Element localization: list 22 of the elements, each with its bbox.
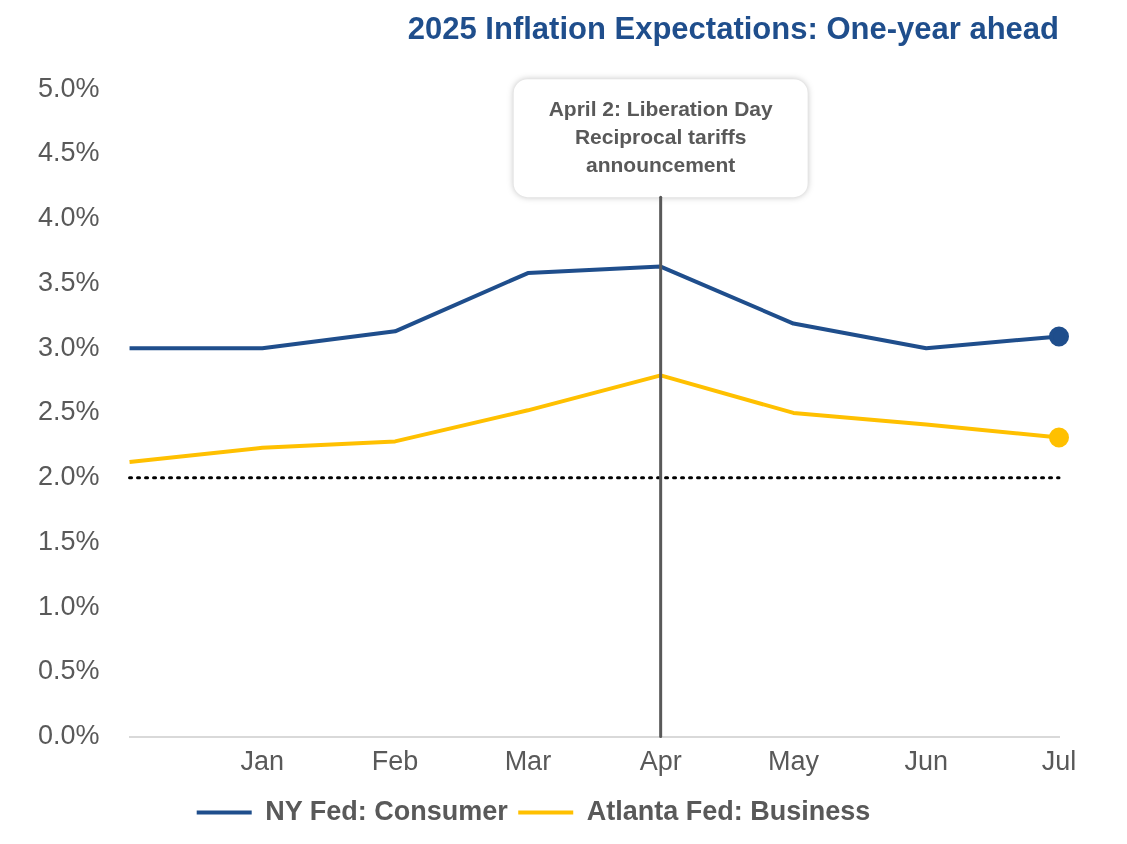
legend-label: Atlanta Fed: Business — [586, 795, 871, 826]
legend-label: NY Fed: Consumer — [265, 795, 509, 826]
x-tick-label: Jan — [240, 746, 285, 777]
x-tick-label: Feb — [371, 746, 419, 777]
y-tick-label: 4.5% — [37, 137, 100, 168]
y-tick-label: 0.5% — [37, 655, 100, 686]
x-tick-label: Jun — [904, 746, 948, 777]
y-tick-label: 3.5% — [37, 266, 100, 297]
x-tick-label: May — [767, 746, 820, 777]
y-tick-label: 5.0% — [37, 72, 100, 103]
y-tick-label: 2.0% — [37, 461, 100, 492]
x-tick-label: Jul — [1041, 746, 1077, 777]
y-tick-label: 3.0% — [37, 331, 100, 362]
y-tick-label: 4.0% — [37, 202, 100, 233]
chart-title: 2025 Inflation Expectations: One-year ahead — [407, 11, 1059, 47]
x-tick-label: Apr — [639, 746, 682, 777]
x-tick-label: Mar — [504, 746, 552, 777]
y-tick-label: 0.0% — [37, 720, 100, 751]
y-tick-label: 1.5% — [37, 525, 100, 556]
ref-line-label: April 2: Liberation Day Reciprocal tariffs announcement — [548, 97, 773, 176]
y-tick-label: 2.5% — [37, 396, 100, 427]
y-tick-label: 1.0% — [37, 590, 100, 621]
